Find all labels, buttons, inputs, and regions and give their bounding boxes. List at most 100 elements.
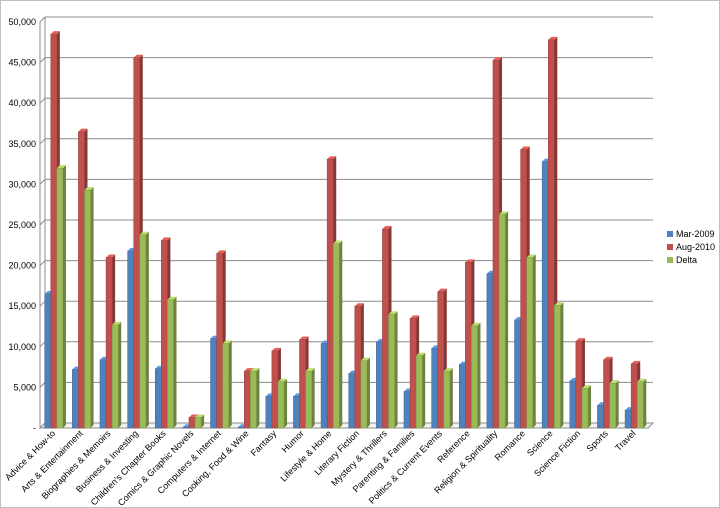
bar-front <box>597 405 604 429</box>
gridline-side <box>39 57 46 63</box>
bar-front <box>84 189 91 429</box>
bar-top <box>277 378 288 382</box>
bar <box>332 240 343 429</box>
x-tick-label: Sports <box>584 428 610 454</box>
bar <box>415 352 426 429</box>
bar-top <box>609 380 619 384</box>
bar-top <box>631 360 641 364</box>
bar-side <box>366 357 370 428</box>
bar-front <box>541 161 549 429</box>
bar-front <box>99 359 107 429</box>
bar-front <box>636 381 644 429</box>
bar-top <box>603 356 613 360</box>
bar-front <box>326 158 334 429</box>
bar <box>443 368 453 429</box>
bar-front <box>575 340 583 429</box>
gridline-side <box>39 219 46 226</box>
bar-front <box>409 318 417 429</box>
x-tick-label: Humor <box>280 428 306 454</box>
bar-front <box>182 426 190 429</box>
bar-side <box>449 368 453 428</box>
bar-side <box>228 340 232 428</box>
bar-front <box>526 257 534 429</box>
bar-top <box>471 322 481 326</box>
bar-front <box>105 257 113 429</box>
bar <box>388 311 398 429</box>
bar-front <box>554 305 561 429</box>
bar <box>277 378 288 429</box>
bar-top <box>305 368 315 372</box>
bar-top <box>410 315 420 319</box>
bar-side <box>477 322 481 428</box>
legend-swatch <box>667 231 673 237</box>
bar <box>581 385 592 429</box>
legend-swatch <box>667 257 673 263</box>
bar-front <box>72 369 79 429</box>
bar-top <box>382 226 392 230</box>
x-tick-label: Advice & How-to <box>3 428 57 482</box>
y-tick-label: 45,000 <box>8 58 36 68</box>
bar-top <box>333 240 343 244</box>
bar-front <box>139 234 147 429</box>
bar-top <box>133 54 143 58</box>
bar-front <box>265 396 273 429</box>
bar-side <box>339 240 343 428</box>
bar-side <box>588 385 592 428</box>
bar-front <box>471 325 478 429</box>
bar-front <box>360 360 368 429</box>
bar-side <box>62 165 66 428</box>
bar-front <box>78 131 85 429</box>
bar-front <box>624 409 632 429</box>
y-tick-label: 50,000 <box>8 17 36 27</box>
y-tick-label: 20,000 <box>8 261 36 271</box>
bar <box>250 368 260 429</box>
bar-top <box>106 254 116 258</box>
bar-side <box>201 414 205 428</box>
bar-side <box>256 368 260 428</box>
bar-front <box>465 262 472 429</box>
bar-front <box>498 214 506 429</box>
bar-top <box>244 368 254 372</box>
bar <box>194 414 205 429</box>
bar-side <box>505 211 509 428</box>
bar-front <box>111 324 119 429</box>
legend-label: Delta <box>676 255 697 265</box>
bar-front <box>603 359 610 429</box>
bar-side <box>643 378 647 428</box>
bar-top <box>167 296 177 300</box>
y-tick-label: 5,000 <box>13 382 36 392</box>
x-tick-label: Romance <box>493 428 527 462</box>
bar-front <box>127 250 134 429</box>
bar-front <box>569 380 577 429</box>
bar-front <box>133 57 141 429</box>
bar-top <box>416 352 426 356</box>
bar-front <box>581 387 589 429</box>
bar-top <box>195 414 205 418</box>
y-tick-label: 25,000 <box>8 220 36 230</box>
bar <box>554 302 564 429</box>
bar-front <box>486 273 494 429</box>
bar-front <box>547 39 555 429</box>
bar-top <box>222 340 232 344</box>
bar-top <box>492 57 503 61</box>
y-tick-label: - <box>33 423 36 433</box>
bar-front <box>50 33 58 429</box>
x-tick-label: Fantasy <box>249 428 279 458</box>
bar-top <box>581 385 592 389</box>
bar-top <box>56 165 66 169</box>
bar-top <box>554 302 564 306</box>
legend-label: Mar-2009 <box>676 229 715 239</box>
gridline-side <box>39 138 46 145</box>
bar-side <box>284 378 288 428</box>
bar-front <box>520 149 527 429</box>
bar-top <box>299 336 309 340</box>
bar-side <box>394 311 398 428</box>
bar-top <box>520 146 530 150</box>
gridline-side <box>39 300 46 307</box>
bar-side <box>560 302 564 428</box>
bar <box>305 368 315 429</box>
bar-front <box>56 167 64 429</box>
bar-top <box>443 368 453 372</box>
bar-front <box>250 370 257 429</box>
